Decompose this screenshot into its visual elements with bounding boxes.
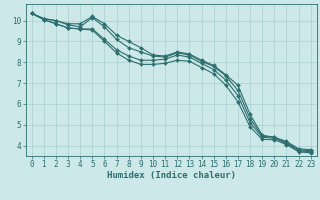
X-axis label: Humidex (Indice chaleur): Humidex (Indice chaleur) <box>107 171 236 180</box>
